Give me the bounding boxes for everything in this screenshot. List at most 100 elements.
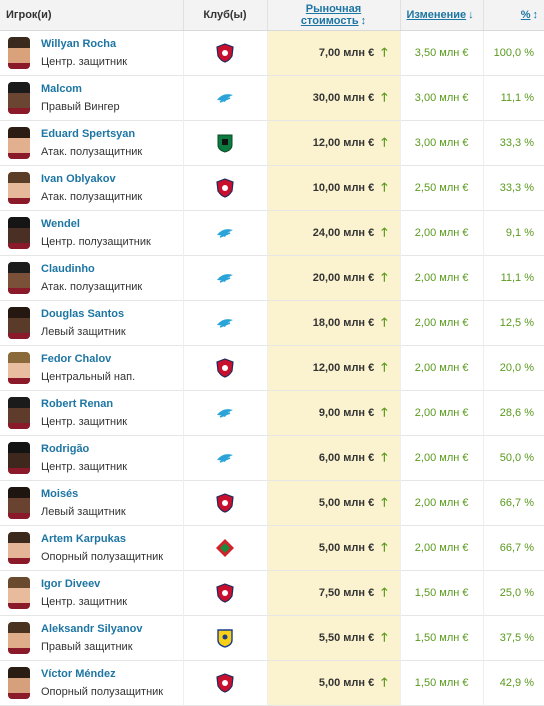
arrow-up-icon: 🡑 bbox=[381, 44, 388, 59]
arrow-up-icon: 🡑 bbox=[381, 674, 388, 689]
player-name-link[interactable]: Fedor Chalov bbox=[41, 352, 112, 365]
player-name-link[interactable]: Robert Renan bbox=[41, 397, 114, 410]
market-value-cell: 24,00 млн € 🡑 bbox=[266, 210, 400, 256]
change-cell: 1,50 млн € bbox=[399, 615, 483, 661]
club-cell bbox=[182, 480, 267, 526]
cska-crest[interactable] bbox=[215, 493, 235, 513]
player-photo[interactable] bbox=[8, 397, 30, 429]
table-row: Ivan Oblyakov Атак. полузащитник 10,00 млн… bbox=[0, 165, 544, 211]
market-value-sort-link[interactable]: Рыночная стоимость bbox=[300, 3, 362, 27]
zenit-crest[interactable] bbox=[215, 448, 235, 468]
player-cell: Moisés Левый защитник bbox=[0, 481, 183, 526]
percent-cell: 42,9 % bbox=[482, 660, 544, 706]
player-photo[interactable] bbox=[8, 532, 30, 564]
zenit-crest[interactable] bbox=[215, 223, 235, 243]
player-position: Центр. полузащитник bbox=[41, 235, 151, 248]
table-row: Fedor Chalov Центральный нап. 12,00 млн € 🡑… bbox=[0, 345, 544, 391]
player-photo[interactable] bbox=[8, 172, 30, 204]
change-cell: 2,00 млн € bbox=[399, 480, 483, 526]
player-cell: Willyan Rocha Центр. защитник bbox=[0, 31, 183, 76]
zenit-crest[interactable] bbox=[215, 313, 235, 333]
player-photo[interactable] bbox=[8, 667, 30, 699]
player-photo[interactable] bbox=[8, 217, 30, 249]
club-cell bbox=[182, 615, 267, 661]
club-column-header: Клуб(ы) bbox=[182, 0, 267, 31]
player-position: Атак. полузащитник bbox=[41, 280, 143, 293]
player-photo[interactable] bbox=[8, 307, 30, 339]
arrow-up-icon: 🡑 bbox=[381, 629, 388, 644]
cska-crest[interactable] bbox=[215, 178, 235, 198]
club-cell bbox=[182, 525, 267, 571]
player-cell: Aleksandr Silyanov Правый защитник bbox=[0, 616, 183, 661]
arrow-up-icon: 🡑 bbox=[381, 449, 388, 464]
club-cell bbox=[182, 660, 267, 706]
rostov-crest[interactable] bbox=[215, 628, 235, 648]
market-value-cell: 5,50 млн € 🡑 bbox=[266, 615, 400, 661]
player-name-link[interactable]: Ivan Oblyakov bbox=[41, 172, 116, 185]
market-value-column-header[interactable]: Рыночная стоимость ↕ bbox=[266, 0, 400, 31]
player-name-link[interactable]: Rodrigão bbox=[41, 442, 90, 455]
change-cell: 3,50 млн € bbox=[399, 30, 483, 76]
change-sort-link[interactable]: Изменение bbox=[406, 9, 467, 21]
player-photo[interactable] bbox=[8, 127, 30, 159]
player-photo[interactable] bbox=[8, 352, 30, 384]
change-cell: 2,00 млн € bbox=[399, 390, 483, 436]
arrow-up-icon: 🡑 bbox=[381, 494, 388, 509]
percent-cell: 33,3 % bbox=[482, 120, 544, 166]
player-name-link[interactable]: Víctor Méndez bbox=[41, 667, 116, 680]
player-position: Левый защитник bbox=[41, 505, 126, 518]
market-value-cell: 5,00 млн € 🡑 bbox=[266, 525, 400, 571]
arrow-up-icon: 🡑 bbox=[381, 179, 388, 194]
arrow-up-icon: 🡑 bbox=[381, 89, 388, 104]
player-name-link[interactable]: Willyan Rocha bbox=[41, 37, 117, 50]
market-value: 7,00 млн € bbox=[318, 46, 375, 59]
player-photo[interactable] bbox=[8, 37, 30, 69]
krasnodar-crest[interactable] bbox=[215, 133, 235, 153]
percent-column-header[interactable]: % ↕ bbox=[482, 0, 544, 31]
percent-sort-link[interactable]: % bbox=[520, 9, 531, 21]
market-value: 18,00 млн € bbox=[312, 316, 375, 329]
cska-crest[interactable] bbox=[215, 43, 235, 63]
player-name-link[interactable]: Wendel bbox=[41, 217, 80, 230]
cska-crest[interactable] bbox=[215, 583, 235, 603]
sort-both-icon[interactable]: ↕ bbox=[532, 9, 539, 21]
player-name-link[interactable]: Artem Karpukas bbox=[41, 532, 126, 545]
player-photo[interactable] bbox=[8, 262, 30, 294]
club-cell bbox=[182, 165, 267, 211]
player-name-link[interactable]: Aleksandr Silyanov bbox=[41, 622, 143, 635]
market-value: 12,00 млн € bbox=[312, 361, 375, 374]
change-cell: 2,00 млн € bbox=[399, 345, 483, 391]
player-photo[interactable] bbox=[8, 82, 30, 114]
player-photo[interactable] bbox=[8, 442, 30, 474]
market-value-cell: 30,00 млн € 🡑 bbox=[266, 75, 400, 121]
table-header-row: Игрок(и) Клуб(ы) Рыночная стоимость ↕ Изм… bbox=[0, 0, 544, 31]
club-cell bbox=[182, 570, 267, 616]
arrow-up-icon: 🡑 bbox=[381, 404, 388, 419]
player-position: Правый Вингер bbox=[41, 100, 120, 113]
player-photo[interactable] bbox=[8, 622, 30, 654]
cska-crest[interactable] bbox=[215, 673, 235, 693]
sort-descending-icon[interactable]: ↓ bbox=[468, 9, 474, 21]
player-name-link[interactable]: Claudinho bbox=[41, 262, 95, 275]
player-name-link[interactable]: Igor Diveev bbox=[41, 577, 101, 590]
player-cell: Víctor Méndez Опорный полузащитник bbox=[0, 661, 183, 706]
player-position: Центр. защитник bbox=[41, 415, 128, 428]
table-row: Aleksandr Silyanov Правый защитник 5,50 мл… bbox=[0, 615, 544, 661]
player-name-link[interactable]: Malcom bbox=[41, 82, 82, 95]
zenit-crest[interactable] bbox=[215, 403, 235, 423]
player-position: Атак. полузащитник bbox=[41, 190, 143, 203]
player-name-link[interactable]: Moisés bbox=[41, 487, 79, 500]
change-column-header[interactable]: Изменение ↓ bbox=[399, 0, 483, 31]
player-photo[interactable] bbox=[8, 487, 30, 519]
market-value: 5,00 млн € bbox=[318, 676, 375, 689]
cska-crest[interactable] bbox=[215, 358, 235, 378]
lokomotiv-crest[interactable] bbox=[215, 538, 235, 558]
player-name-link[interactable]: Douglas Santos bbox=[41, 307, 125, 320]
sort-both-icon[interactable]: ↕ bbox=[360, 15, 367, 27]
player-photo[interactable] bbox=[8, 577, 30, 609]
change-cell: 2,00 млн € bbox=[399, 435, 483, 481]
player-name-link[interactable]: Eduard Spertsyan bbox=[41, 127, 136, 140]
zenit-crest[interactable] bbox=[215, 268, 235, 288]
percent-cell: 28,6 % bbox=[482, 390, 544, 436]
zenit-crest[interactable] bbox=[215, 88, 235, 108]
